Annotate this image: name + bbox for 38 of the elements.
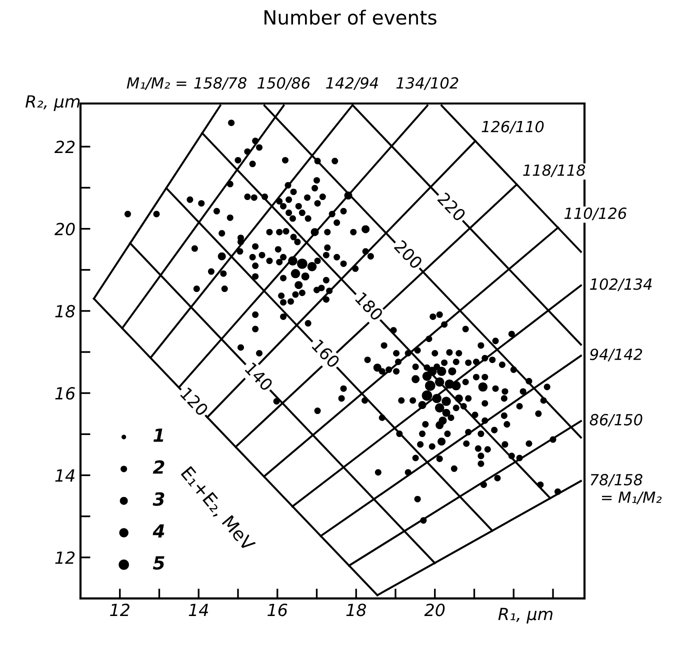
- annotation: 126/110: [482, 120, 544, 134]
- legend-label: 3: [152, 492, 164, 506]
- annotation: 150/86: [258, 77, 310, 90]
- annotation: 94/142: [590, 348, 642, 362]
- text: = M₁/M₂: [602, 492, 662, 504]
- y-tick-label: 12: [55, 551, 75, 564]
- y-tick-label: 20: [54, 222, 75, 236]
- chart-title: Number of events: [264, 10, 436, 25]
- annotation: 110/126: [564, 207, 626, 220]
- legend-label: 2: [152, 460, 164, 474]
- y-tick-label: 22: [54, 140, 75, 153]
- annotation: 102/134: [590, 278, 652, 292]
- annotation: 120: [180, 387, 209, 417]
- legend-label: 1: [154, 428, 164, 442]
- annotation: 180: [354, 292, 384, 322]
- legend-label: 4: [152, 524, 164, 538]
- annotation: 160: [311, 338, 340, 369]
- annotation: 158/78: [194, 77, 246, 90]
- annotation: 78/158: [590, 474, 642, 487]
- annotation: 142/94: [326, 77, 378, 90]
- y-axis-title: R₂, μm: [26, 95, 80, 111]
- text: M₁/M₂ =: [126, 77, 186, 90]
- y-tick-label: 18: [55, 304, 75, 318]
- annotation: 220: [436, 192, 466, 222]
- x-tick-label: 18: [346, 604, 366, 616]
- legend-label: 5: [152, 556, 164, 570]
- x-tick-label: 12: [110, 604, 130, 616]
- annotation: 134/102: [396, 77, 458, 90]
- annotation: 86/150: [590, 414, 642, 427]
- x-tick-label: 20: [424, 604, 445, 616]
- x-axis-title: R₁, μm: [498, 608, 552, 624]
- x-tick-label: 16: [268, 604, 288, 616]
- annotation: 140: [244, 362, 274, 392]
- x-tick-label: 14: [188, 604, 208, 616]
- y-tick-label: 14: [55, 469, 74, 482]
- annotation: 200: [394, 240, 424, 270]
- y-tick-label: 16: [55, 387, 75, 400]
- annotation: 118/118: [523, 164, 586, 178]
